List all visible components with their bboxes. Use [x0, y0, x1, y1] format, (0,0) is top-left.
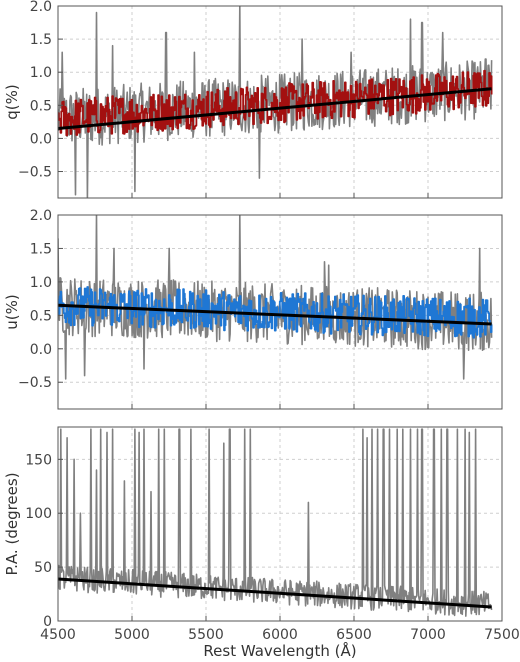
- y-tick-label: −0.5: [18, 375, 52, 391]
- data-layer: [58, 6, 493, 198]
- y-axis-label: P.A. (degrees): [3, 472, 21, 575]
- x-tick-label: 5500: [188, 627, 224, 643]
- fit-line: [58, 87, 492, 130]
- y-tick-label: 1.5: [30, 241, 52, 257]
- x-axis-label: Rest Wavelength (Å): [203, 641, 356, 660]
- q-panel: −0.5 0.0 0.5 1.0 1.5 2.0 q(%): [3, 0, 503, 199]
- data-layer: [58, 215, 493, 380]
- x-tick-label: 5000: [114, 627, 150, 643]
- y-tick-label: 0: [43, 614, 52, 630]
- x-tick-label: 6500: [336, 627, 372, 643]
- y-tick-label: 2.0: [30, 208, 52, 224]
- x-tick-label: 7500: [484, 627, 520, 643]
- x-tick-label: 6000: [262, 627, 298, 643]
- y-tick-label: 2.0: [30, 0, 52, 15]
- y-axis-label: u(%): [3, 294, 21, 329]
- y-tick-label: 100: [25, 506, 52, 522]
- pa-panel: 0 50 100 150 4500 5000 5500 6000 6500 7000 7500 P.A…: [3, 426, 520, 643]
- y-tick-label: 1.0: [30, 65, 52, 81]
- data-layer: [58, 428, 493, 617]
- y-tick-label: 1.0: [30, 275, 52, 291]
- x-tick-label: 4500: [40, 627, 76, 643]
- raw-series-line: [58, 428, 493, 617]
- y-tick-label: 50: [34, 560, 52, 576]
- u-panel: −0.5 0.0 0.5 1.0 1.5 2.0 u(%): [3, 208, 503, 410]
- y-tick-label: −0.5: [18, 165, 52, 181]
- binned-series-line: [58, 286, 493, 339]
- y-tick-label: 0.0: [30, 342, 52, 358]
- x-tick-label: 7000: [410, 627, 446, 643]
- y-tick-label: 150: [25, 452, 52, 468]
- y-tick-label: 1.5: [30, 32, 52, 48]
- y-tick-label: 0.5: [30, 308, 52, 324]
- y-axis-label: q(%): [3, 84, 21, 119]
- y-tick-label: 0.0: [30, 131, 52, 147]
- fit-line: [58, 303, 492, 326]
- binned-series-line: [58, 69, 493, 137]
- y-tick-label: 0.5: [30, 98, 52, 114]
- fit-line: [58, 577, 492, 609]
